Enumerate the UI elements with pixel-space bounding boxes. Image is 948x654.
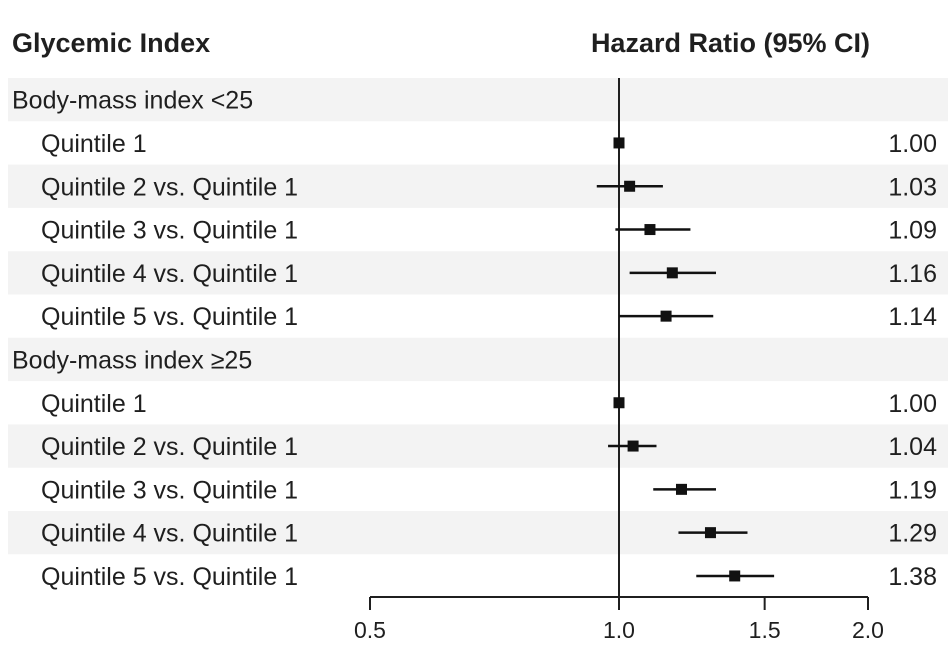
row-label: Quintile 1: [41, 390, 147, 418]
hazard-ratio-label: 1.03: [888, 173, 937, 201]
row-label: Quintile 4 vs. Quintile 1: [41, 520, 298, 548]
hazard-ratio-label: 1.04: [888, 433, 937, 461]
hazard-ratio-point: [627, 440, 639, 452]
hazard-ratio-point: [729, 570, 741, 582]
hazard-ratio-point: [660, 310, 672, 322]
x-tick-label: 1.0: [603, 617, 635, 643]
x-axis: 0.5 1.0 1.5 2.0: [354, 596, 884, 643]
hazard-ratio-label: 1.09: [888, 217, 937, 245]
x-tick-label: 2.0: [852, 617, 884, 643]
hazard-ratio-point: [644, 224, 656, 236]
hazard-ratio-point: [675, 483, 687, 495]
row-label: Quintile 2 vs. Quintile 1: [41, 433, 298, 461]
row-label: Quintile 3 vs. Quintile 1: [41, 476, 298, 504]
hazard-ratio-point: [613, 397, 625, 409]
x-tick-label: 0.5: [354, 617, 386, 643]
hazard-ratio-point: [613, 137, 625, 149]
estimate-marks: [596, 137, 775, 582]
row-band: [8, 78, 948, 122]
row-label: Quintile 4 vs. Quintile 1: [41, 260, 298, 288]
hazard-ratio-label: 1.14: [888, 303, 937, 331]
row-bands: [8, 78, 948, 555]
group-label: Body-mass index ≥25: [12, 346, 252, 374]
hazard-ratio-label: 1.29: [888, 520, 937, 548]
x-tick-label: 1.5: [749, 617, 781, 643]
right-column-header: Hazard Ratio (95% CI): [591, 28, 870, 58]
left-column-header: Glycemic Index: [12, 28, 210, 58]
row-band: [8, 164, 948, 208]
row-label: Quintile 5 vs. Quintile 1: [41, 563, 298, 591]
row-label: Quintile 2 vs. Quintile 1: [41, 173, 298, 201]
hazard-ratio-label: 1.38: [888, 563, 937, 591]
hazard-ratio-label: 1.16: [888, 260, 937, 288]
row-label: Quintile 3 vs. Quintile 1: [41, 217, 298, 245]
hazard-ratio-values: 1.00 1.03 1.09 1.16 1.14 1.00 1.04 1.19 1.29 1.38: [888, 130, 937, 591]
hazard-ratio-point: [624, 180, 636, 192]
hazard-ratio-point: [666, 267, 678, 279]
hazard-ratio-label: 1.19: [888, 476, 937, 504]
row-band: [8, 251, 948, 295]
row-band: [8, 337, 948, 382]
hazard-ratio-point: [704, 527, 716, 539]
row-label: Quintile 1: [41, 130, 147, 158]
hazard-ratio-label: 1.00: [888, 390, 937, 418]
row-labels: Body-mass index <25 Quintile 1 Quintile 2 …: [12, 87, 298, 591]
row-band: [8, 511, 948, 555]
row-label: Quintile 5 vs. Quintile 1: [41, 303, 298, 331]
row-band: [8, 424, 948, 468]
hazard-ratio-label: 1.00: [888, 130, 937, 158]
group-label: Body-mass index <25: [12, 87, 253, 115]
